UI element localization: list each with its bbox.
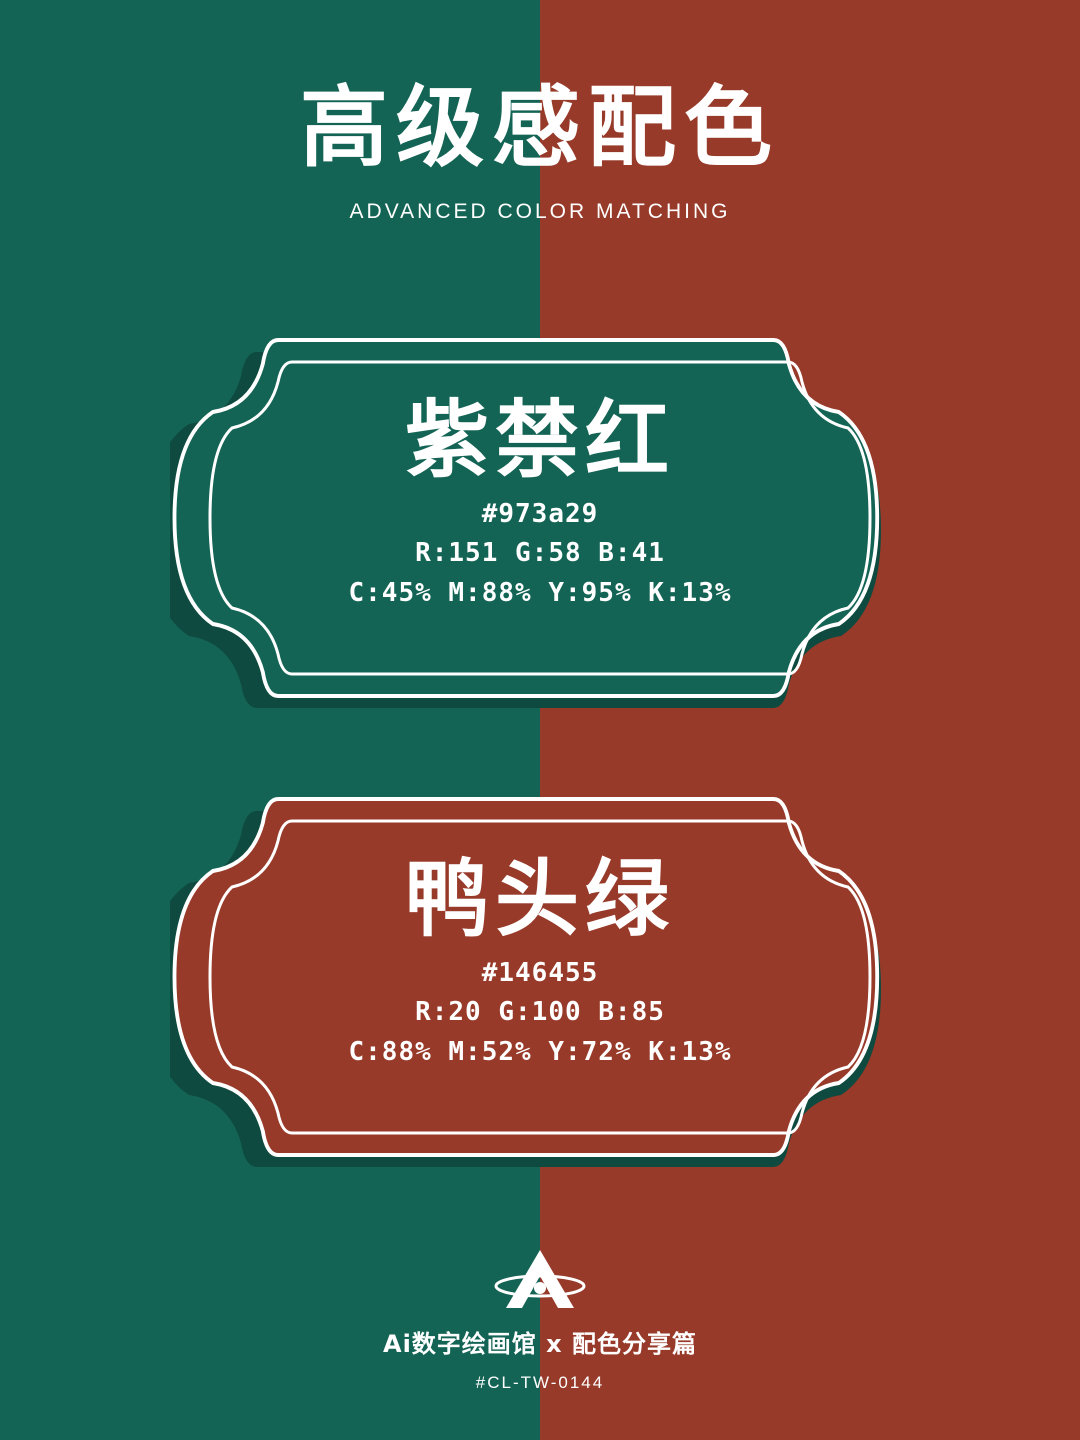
triangle-a-ring-logo-icon — [494, 1250, 586, 1308]
plaque-frame-2 — [170, 797, 881, 1167]
color-hex: #146455 — [481, 958, 599, 988]
color-name: 鸭头绿 — [404, 849, 675, 948]
footer-code: #CL-TW-0144 — [475, 1373, 605, 1392]
color-card-2: 鸭头绿 #146455 R:20 G:100 B:85 C:88% M:52% … — [170, 787, 910, 1167]
color-cmyk: C:45% M:88% Y:95% K:13% — [348, 578, 732, 608]
right-red-panel — [540, 0, 1080, 1440]
color-name: 紫禁红 — [404, 390, 675, 489]
left-green-panel — [0, 0, 540, 1440]
page-subtitle: ADVANCED COLOR MATCHING — [349, 200, 731, 223]
color-rgb: R:151 G:58 B:41 — [415, 538, 665, 568]
footer-brand: Ai数字绘画馆 x 配色分享篇 — [383, 1330, 697, 1358]
color-hex: #973a29 — [481, 499, 599, 529]
page-title: 高级感配色 — [299, 76, 780, 179]
color-rgb: R:20 G:100 B:85 — [415, 997, 665, 1027]
color-cmyk: C:88% M:52% Y:72% K:13% — [348, 1037, 732, 1067]
color-card-1: 紫禁红 #973a29 R:151 G:58 B:41 C:45% M:88% … — [170, 328, 910, 708]
plaque-frame-1 — [170, 338, 881, 708]
